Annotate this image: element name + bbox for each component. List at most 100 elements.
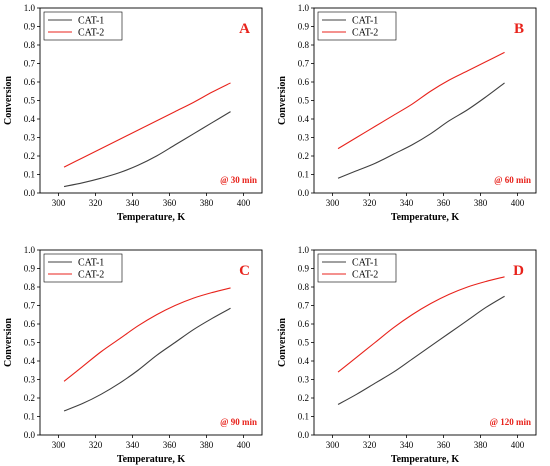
y-tick-label: 0.6 [298, 77, 310, 87]
y-tick-label: 0.5 [298, 338, 310, 348]
y-tick-label: 0.5 [24, 338, 36, 348]
y-tick-label: 0.8 [298, 40, 310, 50]
y-tick-label: 0.3 [24, 133, 36, 143]
y-tick-label: 0.2 [298, 393, 309, 403]
y-tick-label: 0.4 [24, 356, 36, 366]
x-tick-label: 340 [126, 440, 140, 450]
time-annotation: @ 120 min [490, 417, 531, 427]
y-tick-label: 0.3 [298, 375, 310, 385]
x-tick-label: 360 [163, 440, 177, 450]
chart-panel-a: 300 320 340 360 380 400 0.0 0.1 0.2 0.3 0.4 0.5 0.6 0… [3, 3, 263, 223]
y-tick-label: 0.0 [298, 188, 310, 198]
y-tick-label: 0.1 [24, 412, 35, 422]
legend-box [43, 11, 123, 41]
chart-panel-d: 300 320 340 360 380 400 0.0 0.1 0.2 0.3 0.4 0.5 0.6 0… [277, 245, 537, 465]
y-tick-label: 1.0 [24, 3, 36, 13]
y-tick-label: 0.0 [298, 430, 310, 440]
y-tick-label: 0.6 [24, 319, 36, 329]
y-axis-title: Conversion [3, 76, 14, 125]
legend-label: CAT-1 [352, 16, 378, 27]
chart-panel-c: 300 320 340 360 380 400 0.0 0.1 0.2 0.3 0.4 0.5 0.6 0… [3, 245, 263, 465]
series-line-cat-1 [337, 295, 505, 405]
legend-box [43, 253, 123, 283]
x-tick-label: 380 [200, 198, 214, 208]
y-axis-title: Conversion [277, 76, 288, 125]
y-tick-label: 1.0 [298, 245, 310, 255]
y-tick-label: 0.2 [24, 393, 35, 403]
series-line-cat-1 [337, 82, 505, 179]
x-tick-label: 340 [400, 440, 414, 450]
y-tick-label: 0.9 [298, 264, 310, 274]
x-tick-label: 300 [52, 198, 66, 208]
series-line-cat-2 [63, 287, 231, 382]
time-annotation: @ 30 min [220, 175, 257, 185]
x-tick-label: 360 [437, 198, 451, 208]
x-tick-label: 320 [363, 198, 377, 208]
x-tick-label: 360 [163, 198, 177, 208]
y-tick-label: 0.0 [24, 430, 36, 440]
y-tick-label: 0.2 [24, 151, 35, 161]
y-axis-title: Conversion [3, 318, 14, 367]
legend-label: CAT-1 [78, 258, 104, 269]
y-tick-label: 0.4 [298, 114, 310, 124]
series-line-cat-2 [337, 276, 505, 373]
x-tick-label: 400 [237, 440, 251, 450]
y-tick-label: 0.5 [298, 96, 310, 106]
x-tick-label: 380 [474, 440, 488, 450]
y-tick-label: 0.5 [24, 96, 36, 106]
y-tick-label: 0.4 [298, 356, 310, 366]
x-axis-title: Temperature, K [391, 454, 460, 465]
x-tick-label: 340 [126, 198, 140, 208]
y-tick-label: 0.9 [298, 22, 310, 32]
series-line-cat-1 [63, 111, 231, 188]
y-tick-label: 0.8 [298, 282, 310, 292]
legend-label: CAT-2 [78, 270, 104, 281]
x-tick-label: 400 [237, 198, 251, 208]
x-tick-label: 380 [200, 440, 214, 450]
x-tick-label: 300 [326, 440, 340, 450]
y-tick-label: 0.1 [298, 170, 309, 180]
y-tick-label: 0.7 [298, 301, 310, 311]
legend-label: CAT-1 [78, 16, 104, 27]
y-tick-label: 0.9 [24, 22, 36, 32]
series-line-cat-2 [337, 51, 505, 150]
time-annotation: @ 90 min [220, 417, 257, 427]
panel-letter: A [239, 21, 250, 37]
y-tick-label: 0.6 [24, 77, 36, 87]
x-tick-label: 400 [511, 440, 525, 450]
x-tick-label: 360 [437, 440, 451, 450]
panel-letter: C [239, 263, 250, 279]
panel-letter: B [514, 21, 524, 37]
y-tick-label: 0.1 [298, 412, 309, 422]
panel-letter: D [513, 263, 524, 279]
legend-label: CAT-2 [78, 28, 104, 39]
y-tick-label: 0.0 [24, 188, 36, 198]
x-tick-label: 300 [52, 440, 66, 450]
y-tick-label: 0.7 [298, 59, 310, 69]
y-tick-label: 0.8 [24, 282, 36, 292]
x-tick-label: 320 [89, 440, 103, 450]
x-tick-label: 380 [474, 198, 488, 208]
y-tick-label: 0.7 [24, 59, 36, 69]
legend-box [317, 253, 397, 283]
x-tick-label: 400 [511, 198, 525, 208]
legend-label: CAT-2 [352, 28, 378, 39]
legend-label: CAT-1 [352, 258, 378, 269]
x-axis-title: Temperature, K [117, 212, 186, 223]
y-tick-label: 0.1 [24, 170, 35, 180]
series-line-cat-1 [63, 307, 231, 412]
legend-box [317, 11, 397, 41]
x-tick-label: 320 [363, 440, 377, 450]
time-annotation: @ 60 min [494, 175, 531, 185]
x-tick-label: 320 [89, 198, 103, 208]
x-axis-title: Temperature, K [391, 212, 460, 223]
y-axis-title: Conversion [277, 318, 288, 367]
y-tick-label: 0.9 [24, 264, 36, 274]
x-axis-title: Temperature, K [117, 454, 186, 465]
y-tick-label: 1.0 [24, 245, 36, 255]
y-tick-label: 1.0 [298, 3, 310, 13]
x-tick-label: 300 [326, 198, 340, 208]
y-tick-label: 0.3 [24, 375, 36, 385]
y-tick-label: 0.2 [298, 151, 309, 161]
